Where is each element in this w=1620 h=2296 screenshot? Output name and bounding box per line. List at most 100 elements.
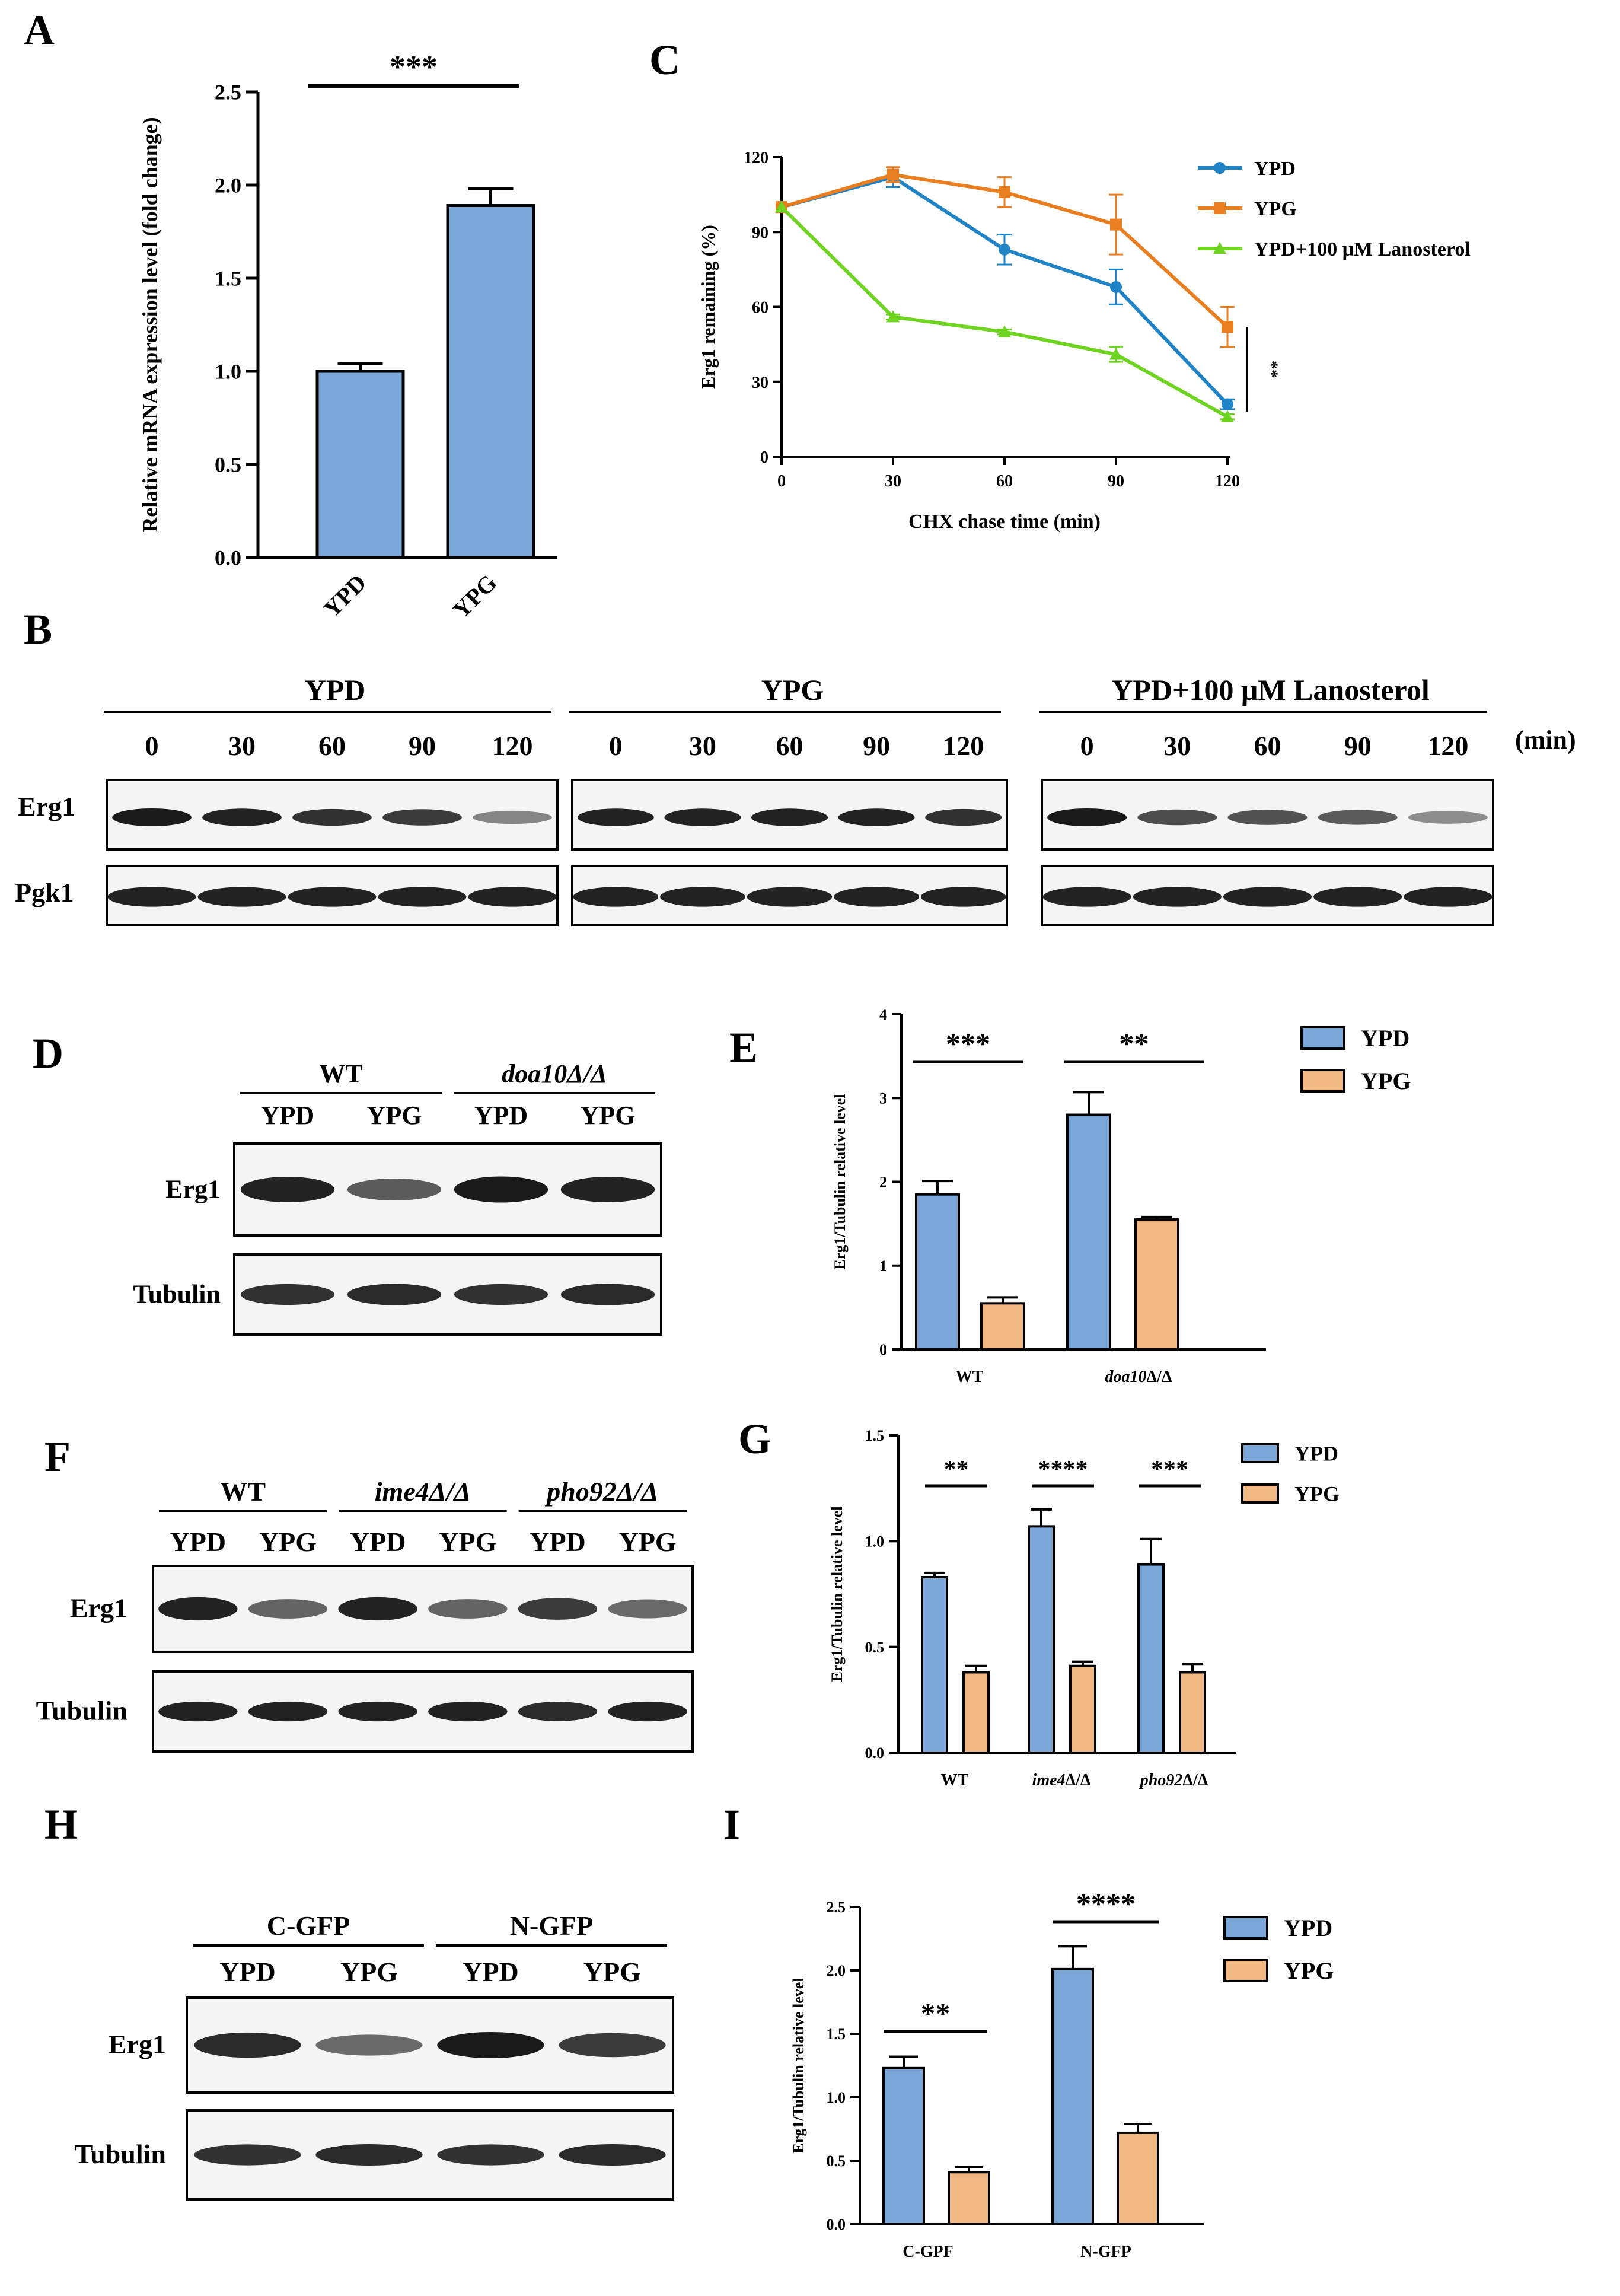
y-tick-label: 0 (879, 1341, 887, 1358)
y-tick-label: 2.5 (827, 1899, 846, 1916)
time-label: 30 (1163, 731, 1191, 761)
bar-ypd (1137, 1563, 1165, 1754)
band (1313, 887, 1402, 907)
group-label: YPG (761, 673, 824, 706)
band (573, 887, 659, 907)
lane-label: YPG (259, 1527, 317, 1557)
bar-ypd (1051, 1967, 1094, 2226)
series-line-0 (781, 175, 1229, 406)
y-tick-label: 1.0 (215, 360, 241, 384)
time-label: 30 (689, 731, 716, 761)
data-point (1110, 281, 1122, 293)
chart-a-bar: 0.0 0.5 1.0 1.5 2.0 2.5 Relative mRNA expressi… (138, 49, 557, 623)
x-tick-label: N-GFP (1080, 2243, 1131, 2261)
data-point (886, 310, 900, 323)
y-tick-label: 1.5 (865, 1427, 885, 1444)
bar-ypd (921, 1575, 948, 1754)
band (751, 808, 828, 826)
legend-label: YPG (1294, 1482, 1340, 1506)
band (518, 1702, 598, 1721)
band (608, 1701, 687, 1722)
blot-d: WT doa10Δ/Δ YPD YPG YPD YPG Erg1 Tubulin (133, 1059, 662, 1336)
y-tick-label: 30 (752, 374, 768, 392)
legend-swatch (1223, 1959, 1268, 1982)
panel-letter-c: C (649, 36, 680, 84)
y-tick-label: 0.5 (865, 1639, 885, 1656)
group-label: WT (319, 1059, 362, 1088)
blot-b: YPD 0 30 60 90 120 YPG 0 30 60 90 120 YPD+100 μM Lan… (15, 673, 1576, 926)
group-label: C-GFP (267, 1910, 350, 1941)
bar-ypd (1028, 1525, 1055, 1754)
y-tick-label: 0.0 (827, 2216, 846, 2233)
band (428, 1701, 508, 1722)
band (1047, 808, 1127, 826)
y-axis-label: Erg1 remaining (%) (697, 225, 719, 389)
band (577, 808, 654, 826)
band (347, 1179, 442, 1200)
bar-ypg (1134, 1218, 1179, 1351)
group-label: YPD (305, 673, 366, 706)
band (107, 887, 196, 907)
group-label: doa10Δ/Δ (502, 1059, 607, 1088)
row-label-tubulin: Tubulin (36, 1696, 127, 1726)
y-tick-label: 2.0 (827, 1962, 846, 1979)
lane-label: YPG (340, 1957, 398, 1987)
band (454, 1284, 548, 1305)
band (1408, 811, 1488, 824)
lane-label: YPD (261, 1101, 314, 1130)
legend-label: YPD (1284, 1915, 1332, 1941)
time-unit-label: (min) (1515, 725, 1576, 754)
data-point (999, 186, 1010, 198)
legend-label: YPG (1361, 1068, 1411, 1094)
data-point (1110, 218, 1122, 231)
band (292, 808, 372, 826)
legend-swatch (1300, 1026, 1345, 1050)
band (1223, 887, 1312, 907)
blot-f: WT ime4Δ/Δ pho92Δ/Δ YPD YPG YPD YPG YPD YPG Erg1 T… (36, 1476, 694, 1753)
lane-label: YPD (530, 1527, 586, 1557)
x-tick-label: 60 (996, 472, 1013, 491)
band (560, 1176, 655, 1203)
chart-i-bar: 0.0 0.5 1.0 1.5 2.0 2.5 Erg1/Tubulin relative … (790, 1887, 1334, 2261)
significance-stars: ** (1120, 1027, 1149, 1060)
x-tick-label: 120 (1215, 472, 1240, 491)
band (1137, 809, 1217, 826)
time-label: 0 (1080, 731, 1094, 761)
time-label: 120 (492, 731, 533, 761)
band (158, 1701, 238, 1722)
group-label: WT (220, 1476, 266, 1507)
band (920, 887, 1006, 907)
panel-letter-b: B (24, 606, 52, 653)
lane-label: YPD (350, 1527, 406, 1557)
data-point (1221, 410, 1234, 422)
time-label: 90 (409, 731, 436, 761)
group-label: YPD+100 μM Lanosterol (1111, 673, 1430, 706)
time-label: 60 (318, 731, 346, 761)
lane-label: YPG (581, 1101, 636, 1130)
significance-stars: ** (1262, 361, 1281, 378)
row-label-pgk1: Pgk1 (15, 877, 74, 907)
time-label: 120 (943, 731, 984, 761)
data-point (1109, 348, 1122, 360)
band (158, 1597, 238, 1621)
legend-marker (1213, 242, 1226, 254)
blot-h: C-GFP N-GFP YPD YPG YPD YPG Erg1 Tubulin (75, 1910, 674, 2201)
significance-stars: ** (944, 1456, 969, 1483)
x-tick-label: WT (941, 1771, 969, 1789)
panel-letter-f: F (44, 1433, 71, 1480)
x-tick-label: C-GPF (903, 2243, 953, 2261)
y-tick-label: 0.5 (827, 2152, 846, 2170)
panel-letter-e: E (729, 1024, 758, 1071)
panel-letter-i: I (723, 1801, 740, 1848)
lane-label: YPG (439, 1527, 496, 1557)
band (378, 887, 467, 907)
band (315, 2144, 423, 2166)
bar-ypd (882, 2066, 925, 2226)
band (1133, 887, 1222, 907)
bar-ypg (962, 1671, 990, 1754)
band (338, 1597, 417, 1621)
panel-letter-d: D (33, 1030, 63, 1077)
band (660, 887, 745, 907)
panel-letter-a: A (24, 7, 55, 54)
band (197, 887, 286, 907)
